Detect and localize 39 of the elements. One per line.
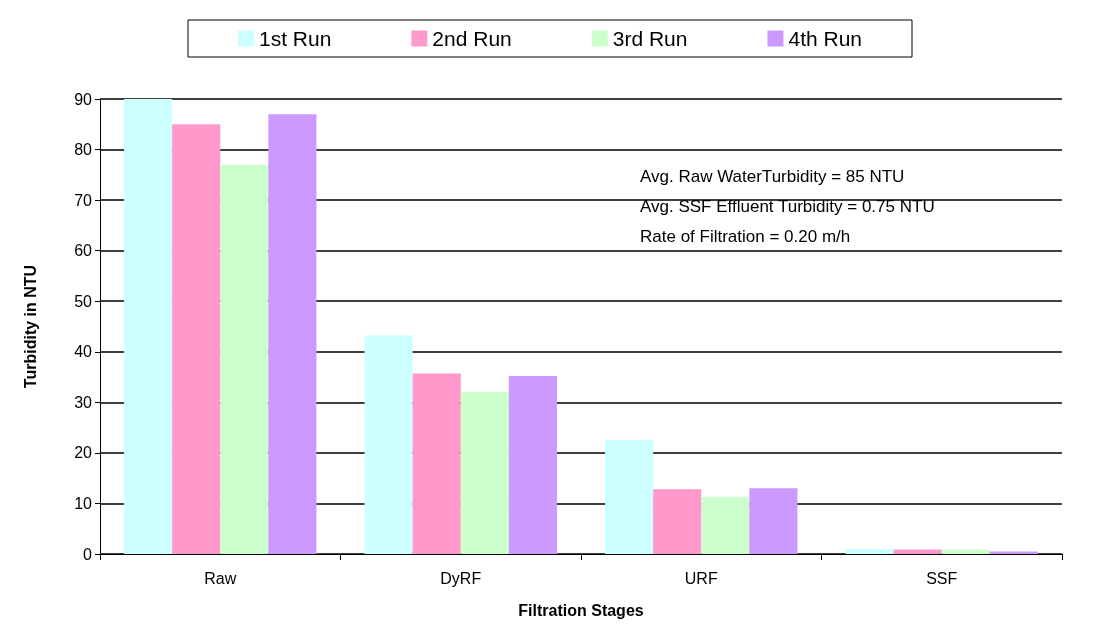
legend-label: 4th Run xyxy=(788,27,863,50)
annotation: Avg. SSF Effluent Turbidity = 0.75 NTU xyxy=(640,197,935,216)
y-tick-label: 20 xyxy=(74,444,93,462)
y-tick-label: 10 xyxy=(74,494,93,512)
y-tick-label: 50 xyxy=(74,292,93,310)
y-tick-label: 90 xyxy=(74,90,93,108)
bar xyxy=(701,496,750,554)
y-tick-label: 40 xyxy=(74,343,93,361)
bar xyxy=(989,551,1038,554)
legend-label: 3rd Run xyxy=(612,27,688,50)
x-tick-label: Raw xyxy=(204,569,237,587)
annotation: Rate of Filtration = 0.20 m/h xyxy=(640,227,851,246)
bar xyxy=(508,376,557,554)
x-tick-label: URF xyxy=(684,569,718,587)
y-tick-label: 0 xyxy=(83,545,93,563)
bar xyxy=(364,335,413,554)
bar xyxy=(460,391,509,554)
bar xyxy=(845,548,894,554)
y-tick-label: 30 xyxy=(74,393,93,411)
y-tick-label: 60 xyxy=(74,242,93,260)
y-tick-label: 70 xyxy=(74,191,93,209)
bar xyxy=(749,488,798,554)
bar xyxy=(605,439,654,554)
legend-label: 1st Run xyxy=(258,27,332,50)
bar xyxy=(172,124,221,554)
bar xyxy=(220,164,269,554)
bar xyxy=(412,373,461,554)
x-tick-label: SSF xyxy=(926,569,958,587)
bar xyxy=(653,489,702,554)
x-tick-label: DyRF xyxy=(440,569,482,587)
bar xyxy=(124,99,173,554)
x-axis-title: Filtration Stages xyxy=(518,601,644,619)
annotation: Avg. Raw WaterTurbidity = 85 NTU xyxy=(640,167,905,186)
y-axis-title: Turbidity in NTU xyxy=(21,264,39,389)
bar xyxy=(941,549,990,554)
bar xyxy=(893,549,942,554)
legend-label: 2nd Run xyxy=(432,27,512,50)
bar xyxy=(268,114,317,554)
y-tick-label: 80 xyxy=(74,141,93,159)
